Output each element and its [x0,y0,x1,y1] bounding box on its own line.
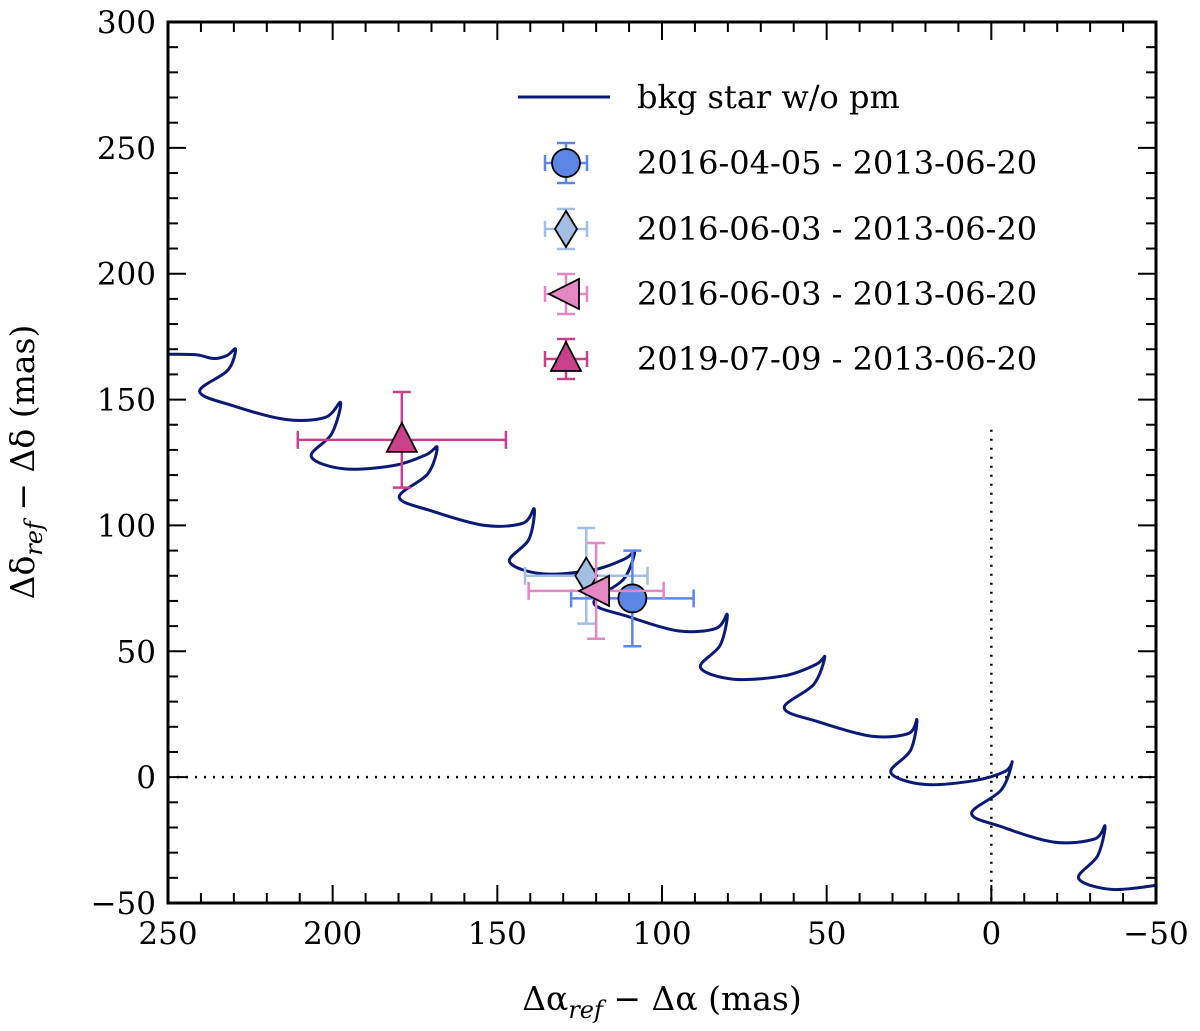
y-axis-title-sub: ref [20,517,48,556]
reference-lines [168,429,1156,903]
legend-label: 2016-06-03 - 2013-06-20 [637,210,1037,248]
data-point-triangle-left [527,541,665,640]
legend: bkg star w/o pm 2016-04-05 - 2013-06-202… [518,78,1037,381]
legend-entry: 2016-06-03 - 2013-06-20 [543,207,1037,251]
legend-marker [551,148,581,178]
x-axis-title-main: Δα [522,979,568,1018]
legend-marker [546,277,580,311]
track-layer [168,347,1156,892]
y-tick-label: 250 [97,131,156,167]
y-tick-label: 100 [97,508,156,544]
y-tick-label: 50 [117,634,156,670]
legend-track-label: bkg star w/o pm [637,78,900,116]
y-axis-title-main: Δδ [3,556,42,600]
points-layer [296,390,695,648]
y-axis-title: Δδref − Δδ (mas) [3,325,48,600]
y-axis-title-rest: − Δδ (mas) [3,325,42,521]
legend-entry: 2019-07-09 - 2013-06-20 [543,337,1037,381]
x-tick-label: 250 [138,916,197,952]
x-tick-label: 0 [981,916,1001,952]
data-point-triangle-up [296,390,508,489]
data-point-marker [617,583,648,614]
x-axis-title: Δαref − Δα (mas) [522,979,802,1024]
x-tick-label: 200 [303,916,362,952]
x-tick-label: 50 [807,916,846,952]
minor-ticks [168,22,1156,903]
x-tick-label: −50 [1123,916,1188,952]
x-tick-labels: 250 200 150 100 50 0 −50 [138,916,1188,952]
y-tick-labels: 300 250 200 150 100 50 0 −50 [91,5,156,922]
legend-label: 2016-06-03 - 2013-06-20 [637,275,1037,313]
track-line [168,347,1156,892]
y-tick-label: 150 [97,383,156,419]
legend-label: 2016-04-05 - 2013-06-20 [637,144,1037,182]
x-axis-title-sub: ref [568,996,607,1024]
legend-entry: 2016-06-03 - 2013-06-20 [543,272,1037,316]
legend-marker [553,209,579,249]
legend-label: 2019-07-09 - 2013-06-20 [637,340,1037,378]
plot-frame [166,20,1158,905]
y-tick-label: 300 [97,5,156,41]
legend-entries: 2016-04-05 - 2013-06-20 2016-06-03 - 2013… [543,141,1037,381]
y-tick-label: 200 [97,257,156,293]
y-tick-label: −50 [91,886,156,922]
data-point-marker [577,574,611,608]
x-tick-label: 100 [632,916,691,952]
y-tick-label: 0 [136,760,156,796]
x-tick-label: 150 [468,916,527,952]
data-point-marker [385,420,419,453]
legend-entry: 2016-04-05 - 2013-06-20 [543,141,1037,185]
x-axis-title-rest: − Δα (mas) [603,979,802,1018]
legend-marker [549,340,583,372]
